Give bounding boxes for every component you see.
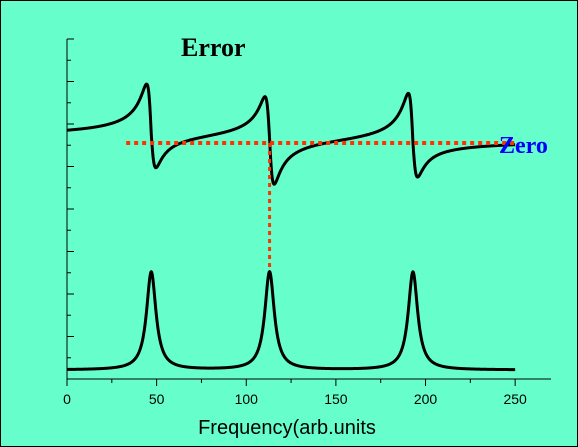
x-tick-label: 50 [149,391,165,407]
x-axis-label: Frequency(arb.units [198,417,376,439]
x-tick-label: 250 [503,391,527,407]
x-tick-label: 150 [324,391,348,407]
curves [65,82,517,372]
error-label: Error [181,33,246,62]
absorption-signal-line [65,270,517,372]
axes: 0 50 100 150 200 250 [63,38,551,407]
x-tick-label: 0 [63,391,71,407]
zero-label: Zero [499,133,548,159]
error-signal-line [65,82,517,186]
annotations [126,141,516,267]
x-tick-label: 200 [414,391,438,407]
x-tick-label: 100 [235,391,259,407]
